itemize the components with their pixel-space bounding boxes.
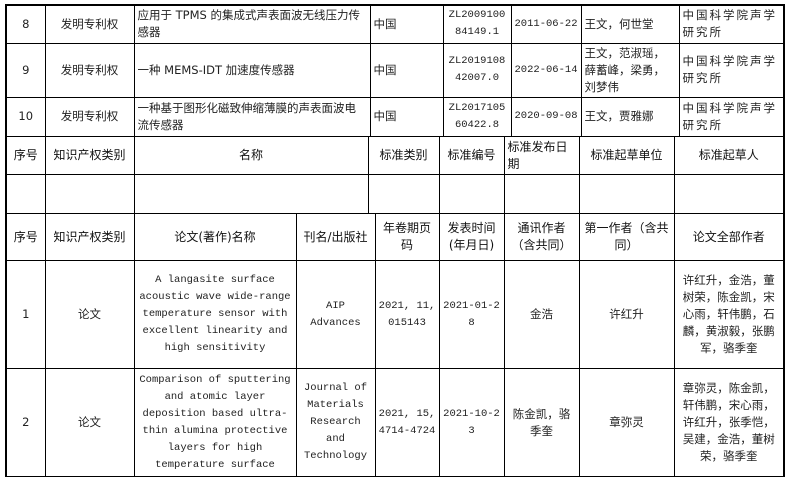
- patent-type-cell: 发明专利权: [44, 96, 135, 137]
- publish-date-cell-text: 2021-10-23: [443, 407, 500, 437]
- header-cell: 序号: [5, 213, 46, 261]
- patent-name-cell: 应用于 TPMS 的集成式声表面波无线压力传感器: [133, 4, 371, 44]
- empty-cell: [503, 174, 580, 214]
- paper-number-cell-text: 2: [22, 415, 30, 429]
- papers-header-row: 序号 知识产权类别 论文(著作)名称 刊名/出版社 年卷期页码 发表时间(年月日…: [5, 213, 785, 261]
- standards-header-row: 序号 知识产权类别 名称 标准类别 标准编号 标准发布日期 标准起草单位 标准起…: [5, 136, 785, 175]
- inventors-cell: 王文，贾雅娜: [580, 96, 680, 137]
- header-cell: 标准起草单位: [578, 136, 675, 175]
- patent-number-cell: 9: [5, 42, 46, 98]
- standards-table: 序号 知识产权类别 名称 标准类别 标准编号 标准发布日期 标准起草单位 标准起…: [5, 136, 785, 214]
- first-author-cell-text: 章弥灵: [609, 415, 644, 429]
- journal-cell-text: Journal of Materials Research and Techno…: [303, 382, 367, 462]
- paper-type-cell-text: 论文: [78, 307, 101, 321]
- holder-cell: 中国科学院声学研究所: [678, 42, 785, 98]
- country-cell: 中国: [369, 42, 444, 98]
- patent-id-cell: ZL201910842007.0: [442, 42, 512, 98]
- header-cell: 发表时间(年月日): [438, 213, 505, 261]
- inventors-cell: 王文，何世堂: [580, 4, 680, 44]
- patent-table: 8 发明专利权 应用于 TPMS 的集成式声表面波无线压力传感器 中国 ZL200910…: [5, 4, 785, 137]
- paper-type-cell: 论文: [44, 260, 135, 369]
- header-cell: 论文全部作者: [673, 213, 785, 261]
- volume-cell: 2021, 11, 015143: [374, 260, 440, 369]
- patent-id-cell: ZL201710560422.8: [442, 96, 512, 137]
- country-cell: 中国: [369, 96, 444, 137]
- paper-number-cell: 1: [5, 260, 46, 369]
- publish-date-cell: 2021-01-28: [438, 260, 505, 369]
- header-cell: 标准起草人: [673, 136, 785, 175]
- publish-date-cell: 2021-10-23: [438, 368, 505, 477]
- paper-type-cell-text: 论文: [78, 415, 101, 429]
- paper-title-cell-text: Comparison of sputtering and atomic laye…: [139, 373, 291, 471]
- paper-type-cell: 论文: [44, 368, 135, 477]
- volume-cell-text: 2021, 11, 015143: [378, 299, 436, 329]
- paper-number-cell-text: 1: [22, 307, 30, 321]
- header-cell: 论文(著作)名称: [133, 213, 297, 261]
- holder-cell: 中国科学院声学研究所: [678, 4, 785, 44]
- header-cell: 名称: [133, 136, 369, 175]
- grant-date-cell: 2020-09-08: [510, 96, 582, 137]
- grant-date-cell: 2022-06-14: [510, 42, 582, 98]
- first-author-cell: 章弥灵: [578, 368, 675, 477]
- patent-type-cell: 发明专利权: [44, 42, 135, 98]
- paper-number-cell: 2: [5, 368, 46, 477]
- paper-row: 2 论文 Comparison of sputtering and atomic l…: [5, 368, 785, 477]
- first-author-cell: 许红升: [578, 260, 675, 369]
- patent-row: 9 发明专利权 一种 MEMS-IDT 加速度传感器 中国 ZL201910842007…: [5, 42, 785, 98]
- volume-cell-text: 2021, 15, 4714-4724: [378, 407, 436, 437]
- empty-cell: [673, 174, 785, 214]
- volume-cell: 2021, 15, 4714-4724: [374, 368, 440, 477]
- paper-row: 1 论文 A langasite surface acoustic wave wid…: [5, 260, 785, 369]
- header-cell: 第一作者（含共同）: [578, 213, 675, 261]
- patent-number-cell: 10: [5, 96, 46, 137]
- corresponding-author-cell-text: 陈金凯，骆季奎: [512, 406, 571, 438]
- header-cell: 年卷期页码: [374, 213, 440, 261]
- corresponding-author-cell: 金浩: [503, 260, 580, 369]
- all-authors-cell-text: 章弥灵，陈金凯，轩伟鹏，宋心雨，许红升，张季恺，吴建，金浩，董树荣，骆季奎: [682, 381, 775, 463]
- holder-cell: 中国科学院声学研究所: [678, 96, 785, 137]
- inventors-cell: 王文，范淑瑶，薛蓄峰，梁勇，刘梦伟: [580, 42, 680, 98]
- paper-title-cell: A langasite surface acoustic wave wide-r…: [133, 260, 297, 369]
- empty-cell: [438, 174, 505, 214]
- papers-table: 序号 知识产权类别 论文(著作)名称 刊名/出版社 年卷期页码 发表时间(年月日…: [5, 213, 785, 477]
- header-cell: 序号: [5, 136, 46, 175]
- first-author-cell-text: 许红升: [609, 307, 644, 321]
- paper-title-cell-text: A langasite surface acoustic wave wide-r…: [139, 274, 291, 354]
- header-cell: 知识产权类别: [44, 136, 135, 175]
- grant-date-cell: 2011-06-22: [510, 4, 582, 44]
- corresponding-author-cell: 陈金凯，骆季奎: [503, 368, 580, 477]
- patent-id-cell: ZL200910084149.1: [442, 4, 512, 44]
- header-cell: 通讯作者（含共同）: [503, 213, 580, 261]
- header-cell: 标准类别: [367, 136, 440, 175]
- empty-cell: [44, 174, 135, 214]
- patent-row: 10 发明专利权 一种基于图形化磁致伸缩薄膜的声表面波电流传感器 中国 ZL201710…: [5, 96, 785, 137]
- header-cell: 刊名/出版社: [295, 213, 376, 261]
- patent-name-cell: 一种基于图形化磁致伸缩薄膜的声表面波电流传感器: [133, 96, 371, 137]
- journal-cell: Journal of Materials Research and Techno…: [295, 368, 376, 477]
- empty-cell: [367, 174, 440, 214]
- empty-cell: [578, 174, 675, 214]
- patent-number-cell: 8: [5, 4, 46, 44]
- empty-cell: [133, 174, 369, 214]
- paper-title-cell: Comparison of sputtering and atomic laye…: [133, 368, 297, 477]
- empty-row: [5, 174, 785, 214]
- all-authors-cell-text: 许红升，金浩，董树荣，陈金凯，宋心雨，轩伟鹏，石麟，黄淑毅，张鹏军，骆季奎: [682, 273, 775, 355]
- header-cell: 标准编号: [438, 136, 505, 175]
- corresponding-author-cell-text: 金浩: [530, 307, 553, 321]
- header-cell: 标准发布日期: [503, 136, 580, 175]
- patent-name-cell: 一种 MEMS-IDT 加速度传感器: [133, 42, 371, 98]
- journal-cell: AIP Advances: [295, 260, 376, 369]
- publish-date-cell-text: 2021-01-28: [443, 299, 500, 329]
- journal-cell-text: AIP Advances: [310, 299, 361, 329]
- all-authors-cell: 许红升，金浩，董树荣，陈金凯，宋心雨，轩伟鹏，石麟，黄淑毅，张鹏军，骆季奎: [673, 260, 785, 369]
- all-authors-cell: 章弥灵，陈金凯，轩伟鹏，宋心雨，许红升，张季恺，吴建，金浩，董树荣，骆季奎: [673, 368, 785, 477]
- patent-row: 8 发明专利权 应用于 TPMS 的集成式声表面波无线压力传感器 中国 ZL200910…: [5, 4, 785, 44]
- header-cell: 知识产权类别: [44, 213, 135, 261]
- patent-type-cell: 发明专利权: [44, 4, 135, 44]
- empty-cell: [5, 174, 46, 214]
- country-cell: 中国: [369, 4, 444, 44]
